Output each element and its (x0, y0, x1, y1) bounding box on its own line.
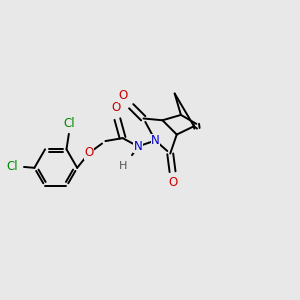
Text: Cl: Cl (7, 160, 18, 173)
Text: H: H (118, 161, 127, 171)
Text: O: O (118, 89, 128, 102)
Text: N: N (151, 134, 160, 147)
Text: O: O (169, 176, 178, 189)
Text: O: O (111, 101, 120, 114)
Text: Cl: Cl (64, 117, 75, 130)
Text: N: N (134, 140, 142, 153)
Text: O: O (84, 146, 94, 160)
